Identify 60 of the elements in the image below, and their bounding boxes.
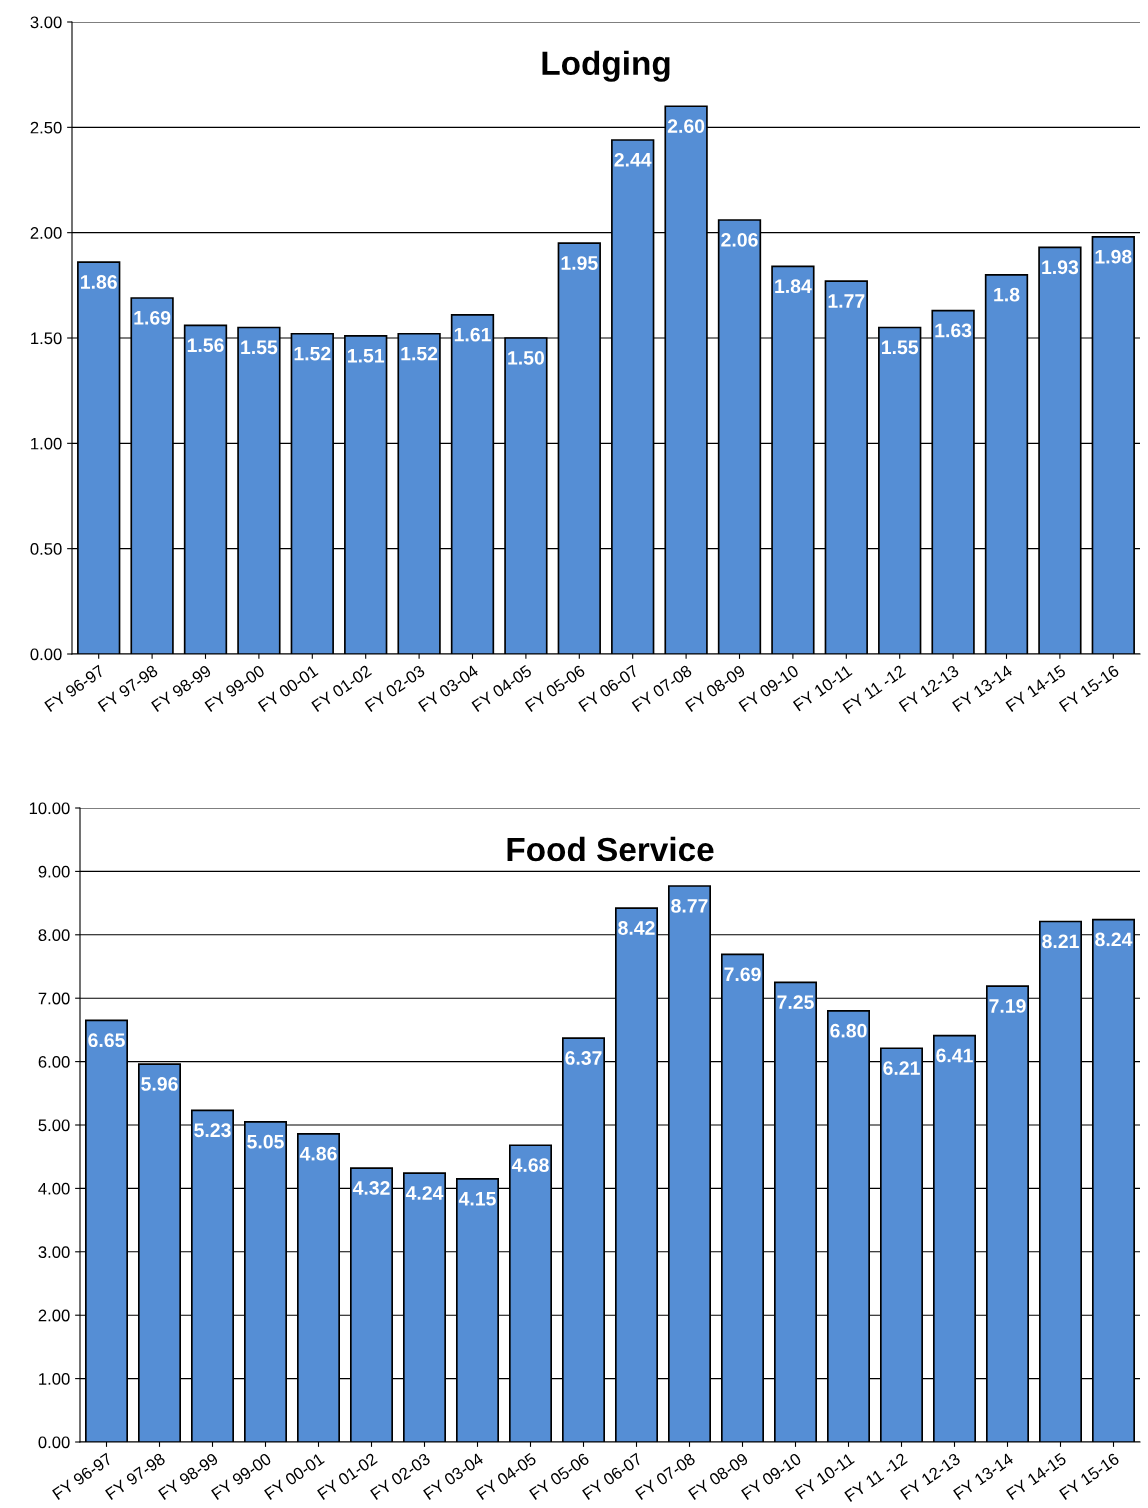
data-label: 8.42	[618, 921, 655, 935]
data-label: 1.55	[241, 340, 278, 355]
y-tick-label: 0.00	[30, 648, 62, 661]
data-label: 7.19	[989, 999, 1026, 1013]
y-tick-label: 0.50	[30, 543, 62, 555]
data-label: 4.15	[458, 1192, 496, 1206]
data-label: 6.21	[883, 1061, 920, 1075]
data-label: 5.23	[194, 1123, 231, 1138]
data-label: 1.8	[994, 287, 1020, 302]
data-label: 1.61	[454, 327, 491, 342]
y-tick-label: 3.00	[38, 1246, 70, 1258]
data-label: 6.65	[88, 1033, 125, 1048]
data-label: 8.24	[1095, 932, 1133, 947]
data-label: 1.77	[828, 294, 865, 308]
data-label: 1.63	[935, 323, 972, 338]
data-label: 5.05	[247, 1134, 284, 1149]
y-tick-label: 3.00	[30, 16, 62, 29]
data-label: 1.52	[401, 346, 438, 361]
data-label: 8.21	[1042, 934, 1079, 949]
data-label: 1.55	[882, 340, 919, 355]
y-tick-label: 1.00	[39, 1373, 70, 1385]
y-tick-label: 1.50	[31, 332, 62, 345]
data-label: 1.84	[775, 279, 812, 294]
y-tick-label: 2.50	[30, 121, 62, 134]
data-label: 1.69	[134, 310, 171, 325]
data-label: 6.80	[830, 1023, 867, 1038]
data-label: 5.96	[141, 1077, 178, 1091]
text: Food Service	[507, 836, 714, 862]
data-label: 4.86	[299, 1146, 337, 1161]
y-tick-label: 2.00	[30, 227, 62, 239]
data-label: 1.93	[1042, 260, 1079, 275]
data-label: 4.32	[352, 1181, 390, 1195]
data-label: 1.50	[508, 350, 545, 365]
text: Lodging	[542, 50, 670, 82]
data-label: 1.56	[187, 338, 224, 353]
data-label: 7.25	[777, 995, 814, 1010]
data-label: 1.95	[561, 256, 598, 270]
data-label: 4.68	[511, 1158, 549, 1172]
data-label: 7.69	[724, 967, 761, 982]
y-tick-label: 6.00	[38, 1056, 70, 1068]
data-label: 2.60	[667, 119, 705, 133]
data-label: 2.44	[614, 152, 652, 167]
data-label: 8.77	[671, 898, 708, 913]
data-label: 1.52	[294, 346, 331, 361]
y-tick-label: 9.00	[38, 865, 70, 878]
data-label: 6.37	[565, 1051, 602, 1065]
y-tick-label: 5.00	[38, 1119, 70, 1132]
y-tick-label: 4.00	[38, 1182, 70, 1195]
y-tick-label: 1.00	[31, 437, 62, 450]
y-tick-label: 10.00	[29, 802, 70, 815]
data-label: 6.41	[936, 1048, 973, 1063]
y-tick-label: 7.00	[38, 992, 70, 1005]
data-label: 1.98	[1095, 249, 1132, 264]
y-tick-label: 0.00	[38, 1436, 70, 1449]
y-tick-label: 8.00	[38, 929, 70, 941]
data-label: 2.06	[721, 232, 758, 247]
data-label: 1.51	[348, 349, 385, 363]
data-label: 4.24	[405, 1186, 444, 1200]
y-tick-label: 2.00	[38, 1309, 70, 1322]
data-label: 1.86	[81, 275, 117, 289]
